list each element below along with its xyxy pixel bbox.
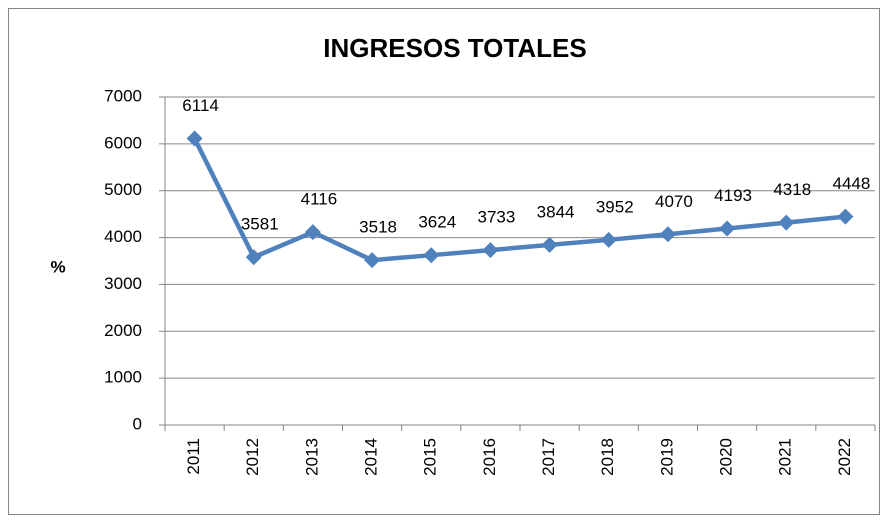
data-label: 4193 (714, 186, 752, 205)
x-tick-label: 2019 (657, 438, 676, 476)
y-tick-label: 1000 (104, 368, 142, 387)
data-label: 6114 (182, 96, 219, 115)
x-tick-label: 2011 (184, 438, 203, 475)
data-line (192, 137, 846, 263)
x-tick-label: 2016 (480, 438, 499, 476)
y-tick-label: 4000 (104, 227, 142, 246)
data-point (364, 252, 381, 269)
x-tick-label: 2022 (835, 438, 854, 476)
data-label: 4318 (773, 180, 811, 199)
x-tick-label: 2021 (776, 438, 795, 476)
y-tick-label: 2000 (104, 321, 142, 340)
x-tick-label: 2017 (539, 438, 558, 476)
data-point (482, 242, 499, 259)
y-tick-label: 3000 (104, 274, 142, 293)
data-label: 3733 (478, 208, 516, 227)
y-axis-label: % (50, 257, 65, 276)
x-tick-label: 2018 (598, 438, 617, 476)
x-tick-label: 2014 (362, 438, 381, 476)
x-tick-label: 2015 (421, 438, 440, 476)
chart-title: INGRESOS TOTALES (323, 33, 586, 63)
x-tick-label: 2012 (243, 438, 262, 476)
x-tick-label: 2020 (717, 438, 736, 476)
data-point (541, 236, 558, 253)
data-label: 3624 (418, 213, 456, 232)
data-point (245, 249, 262, 266)
data-point (719, 220, 736, 237)
data-label: 3518 (359, 218, 397, 237)
data-label: 3581 (241, 215, 279, 234)
data-point (304, 224, 321, 241)
data-label: 4070 (655, 192, 693, 211)
data-point (600, 231, 617, 248)
data-point (423, 247, 440, 264)
data-label: 3844 (537, 202, 575, 221)
y-tick-label: 7000 (104, 86, 142, 105)
data-label: 4116 (301, 190, 338, 209)
x-tick-label: 2013 (302, 438, 321, 476)
y-tick-label: 5000 (104, 180, 142, 199)
data-point (659, 226, 676, 243)
chart-border (8, 8, 880, 515)
y-tick-label: 6000 (104, 133, 142, 152)
data-label: 4448 (833, 174, 871, 193)
data-point (778, 214, 795, 231)
data-point (186, 130, 203, 147)
data-point (837, 208, 854, 225)
data-label: 3952 (596, 197, 634, 216)
y-tick-label: 0 (133, 414, 142, 433)
